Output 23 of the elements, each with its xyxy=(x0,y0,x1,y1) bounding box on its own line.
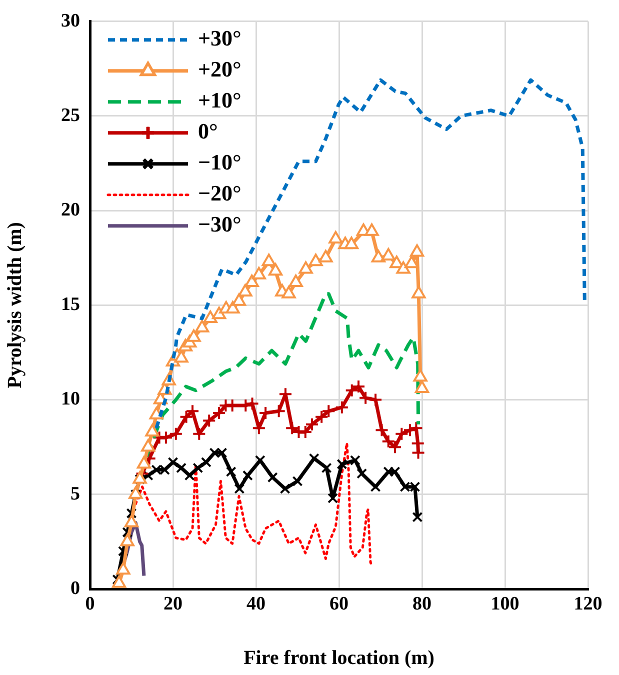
x-axis-title: Fire front location (m) xyxy=(244,647,434,670)
x-tick-label: 0 xyxy=(85,593,95,614)
legend-label: +20° xyxy=(198,56,242,82)
y-tick-label: 30 xyxy=(61,10,80,32)
y-tick-label: 15 xyxy=(61,294,80,316)
x-tick-label: 20 xyxy=(164,593,182,614)
y-tick-label: 10 xyxy=(61,388,80,410)
y-tick-label: 20 xyxy=(61,200,80,221)
x-tick-label: 80 xyxy=(412,593,432,614)
x-tick-label: 60 xyxy=(330,593,348,614)
y-tick-label: 25 xyxy=(61,104,80,126)
x-tick-label: 100 xyxy=(490,593,520,614)
legend-label: 0° xyxy=(198,118,218,144)
x-tick-label: 40 xyxy=(246,593,266,614)
y-axis-title: Pyrolysis width (m) xyxy=(4,222,26,388)
legend-label: −20° xyxy=(198,180,242,206)
legend-label: +10° xyxy=(198,88,242,113)
x-tick-label: 120 xyxy=(574,593,602,614)
legend-label: −30° xyxy=(198,212,242,237)
legend-label: +30° xyxy=(198,26,242,51)
y-tick-label: 5 xyxy=(70,483,80,504)
legend-label: −10° xyxy=(198,150,242,175)
y-tick-label: 0 xyxy=(70,578,80,599)
